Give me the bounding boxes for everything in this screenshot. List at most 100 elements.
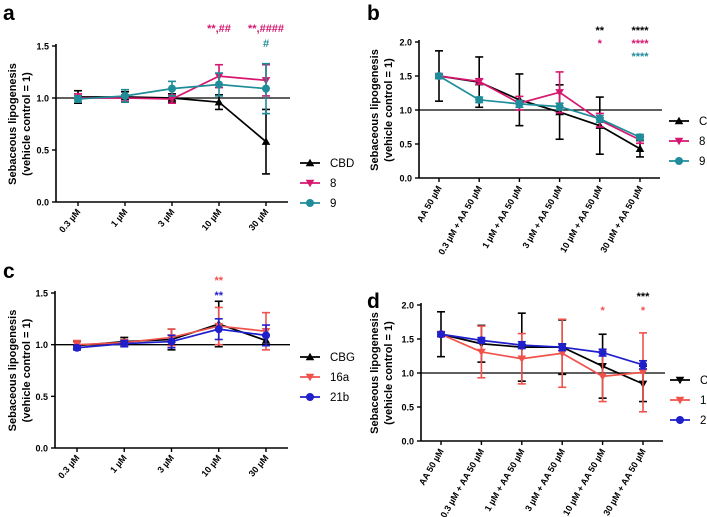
legend-label: 8: [699, 136, 705, 148]
legend-marker: [306, 199, 314, 207]
series-9: [74, 62, 270, 115]
legend-label: CBD: [699, 116, 707, 128]
x-tick-label: 1 µM: [108, 453, 129, 475]
data-point: [74, 95, 82, 104]
y-tick-label: 1.5: [401, 335, 414, 345]
x-tick-label: 0.3 µM + AA 50 µM: [438, 447, 486, 517]
y-tick-label: 0.0: [36, 198, 49, 208]
x-tick-label: 30 µM: [247, 453, 271, 479]
data-point: [120, 339, 129, 348]
chart-panel-a: a Sebaceous lipogenesis (vehicle control =…: [3, 2, 354, 235]
data-point: [598, 348, 607, 357]
series-line: [438, 75, 641, 150]
significance-label: ****: [631, 25, 649, 37]
y-axis-label: Sebaceous lipogenesis (vehicle control = …: [7, 310, 33, 432]
legend-marker: [305, 352, 315, 361]
x-tick-label: 1 µM + AA 50 µM: [480, 184, 524, 250]
x-tick-label: 1 µM + AA 50 µM: [483, 447, 527, 513]
data-point: [475, 95, 484, 104]
significance-label: *: [600, 305, 605, 317]
legend-marker: [305, 179, 315, 188]
legend-label: 21b: [700, 415, 707, 427]
y-axis-label-line-1: Sebaceous lipogenesis: [369, 312, 381, 434]
panel-letter: d: [367, 290, 380, 313]
y-tick-label: 1.0: [36, 94, 49, 104]
y-axis-label: Sebaceous lipogenesis (vehicle control = …: [369, 49, 395, 171]
significance-label: **: [214, 275, 223, 287]
data-point: [635, 144, 645, 152]
x-tick-label: 3 µM + AA 50 µM: [520, 184, 564, 250]
data-point: [73, 343, 81, 352]
series-9: [435, 72, 644, 142]
series-16a: [436, 318, 648, 413]
y-tick-label: 1.5: [399, 72, 412, 82]
y-tick-label: 1.5: [35, 289, 48, 299]
legend-label: 9: [330, 198, 336, 210]
x-tick-label: 30 µM: [247, 207, 271, 233]
significance-label: ****: [631, 38, 649, 50]
legend: CBG 16a 21b: [300, 352, 355, 404]
x-tick-label: 0.3 µM: [56, 453, 81, 481]
legend: CBG 16a 21b: [670, 375, 707, 427]
legend-label: CBD: [330, 158, 354, 170]
data-point: [555, 102, 564, 111]
legend-label: 8: [330, 178, 336, 190]
significance-label: *: [598, 38, 603, 50]
legend-label: 16a: [700, 395, 707, 407]
legend-label: 9: [699, 156, 705, 168]
data-point: [121, 91, 129, 100]
data-point: [214, 325, 223, 334]
series-21b: [437, 330, 647, 370]
data-point: [262, 331, 270, 340]
legend-label: CBG: [330, 352, 355, 364]
legend-label: 16a: [330, 372, 350, 384]
x-tick-label: 30 µM + AA 50 µM: [601, 447, 647, 517]
data-point: [435, 72, 443, 80]
chart-panel-c: c Sebaceous lipogenesis (vehicle control =…: [3, 260, 355, 481]
significance-label: **,####: [248, 23, 284, 35]
data-point: [168, 84, 176, 93]
data-point: [636, 133, 644, 142]
significance-label: **: [214, 290, 223, 302]
significance-label: ****: [631, 51, 649, 63]
data-point: [515, 99, 524, 108]
data-point: [214, 97, 224, 106]
y-axis-label-line-2: (vehicle control = 1): [383, 58, 395, 162]
panel-letter: b: [367, 2, 380, 25]
series-21b: [73, 318, 270, 352]
legend-marker: [675, 376, 685, 385]
legend-marker: [305, 158, 315, 167]
x-tick-label: AA 50 µM: [417, 447, 446, 487]
x-tick-label: 10 µM: [200, 207, 224, 233]
y-axis-label-line-2: (vehicle control = 1): [21, 318, 33, 422]
y-tick-label: 0.5: [399, 140, 412, 150]
y-tick-label: 1.0: [401, 369, 414, 379]
series-line: [438, 75, 641, 141]
panel-letter: c: [3, 260, 15, 283]
x-tick-label: 1 µM: [109, 207, 130, 229]
data-point: [437, 330, 445, 339]
x-tick-label: 30 µM + AA 50 µM: [598, 184, 644, 254]
y-tick-label: 2.0: [399, 38, 412, 48]
data-point: [517, 341, 526, 350]
y-tick-label: 1.0: [399, 106, 412, 116]
series-line: [438, 75, 641, 138]
series-line: [440, 333, 644, 378]
significance-label: *: [641, 305, 646, 317]
data-point: [555, 89, 564, 97]
data-point: [215, 80, 223, 89]
significance-label: ***: [637, 291, 651, 303]
y-tick-label: 0.5: [36, 146, 49, 156]
y-tick-label: 0.5: [35, 392, 48, 402]
data-point: [167, 337, 176, 346]
legend-marker: [305, 373, 315, 382]
y-tick-label: 0.0: [399, 174, 412, 184]
panel-letter: a: [3, 2, 15, 25]
y-axis-label: Sebaceous lipogenesis (vehicle control = …: [369, 312, 395, 434]
legend-marker: [674, 116, 684, 125]
significance-label: **: [596, 25, 605, 37]
data-point: [477, 348, 486, 357]
y-axis-label-line-2: (vehicle control = 1): [21, 72, 33, 176]
data-point: [261, 137, 271, 145]
